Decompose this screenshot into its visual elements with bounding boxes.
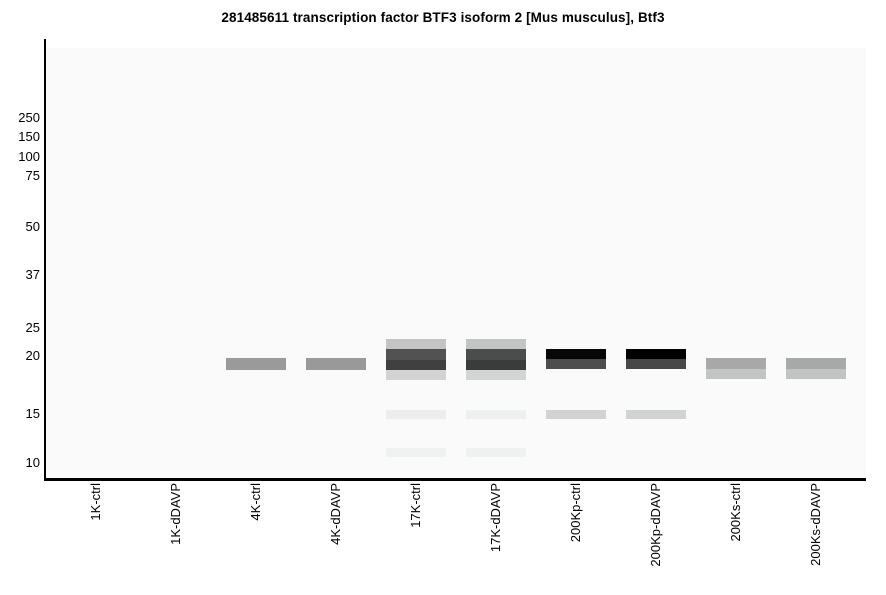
gel-band	[626, 349, 686, 359]
gel-band	[226, 358, 286, 370]
gel-band	[466, 349, 526, 360]
gel-band	[546, 359, 606, 369]
y-axis-tick-label: 150	[18, 129, 40, 144]
gel-band	[306, 358, 366, 370]
gel-band	[386, 360, 446, 370]
gel-band	[706, 369, 766, 379]
gel-band	[626, 410, 686, 419]
gel-band	[546, 349, 606, 359]
gel-band	[466, 410, 526, 419]
gel-band	[706, 358, 766, 369]
gel-band	[786, 358, 846, 369]
lane-label: 4K-dDAVP	[328, 483, 343, 545]
lane-label: 17K-ctrl	[408, 483, 423, 528]
lane-label: 200Kp-dDAVP	[648, 483, 663, 567]
gel-band	[466, 448, 526, 457]
lane-label: 200Ks-dDAVP	[808, 483, 823, 566]
y-axis-tick-label: 100	[18, 149, 40, 164]
lane-label: 1K-dDAVP	[168, 483, 183, 545]
gel-band	[386, 339, 446, 349]
gel-band	[786, 369, 846, 379]
gel-band	[466, 360, 526, 370]
gel-band	[386, 370, 446, 380]
y-axis-tick-label: 15	[25, 406, 40, 421]
y-axis-tick-label: 37	[25, 267, 40, 282]
lane-label: 200Kp-ctrl	[568, 483, 583, 543]
y-axis-tick-label: 75	[25, 168, 40, 183]
lane-label: 1K-ctrl	[88, 483, 103, 521]
gel-band	[626, 359, 686, 369]
gel-band	[386, 349, 446, 360]
y-axis-tick-label: 20	[25, 348, 40, 363]
lane-label: 17K-dDAVP	[488, 483, 503, 553]
y-axis-line	[44, 39, 46, 481]
x-axis-line	[44, 478, 866, 481]
gel-band	[386, 410, 446, 419]
y-axis-tick-label: 250	[18, 110, 40, 125]
y-axis-tick-label: 25	[25, 320, 40, 335]
gel-band	[386, 448, 446, 457]
plot-area	[46, 48, 866, 478]
gel-band	[466, 370, 526, 380]
lane-label: 4K-ctrl	[248, 483, 263, 521]
chart-title: 281485611 transcription factor BTF3 isof…	[221, 10, 665, 25]
lane-label: 200Ks-ctrl	[728, 483, 743, 542]
gel-band	[546, 410, 606, 419]
y-axis-tick-label: 10	[25, 455, 40, 470]
y-axis-tick-label: 50	[25, 219, 40, 234]
gel-band	[466, 339, 526, 349]
